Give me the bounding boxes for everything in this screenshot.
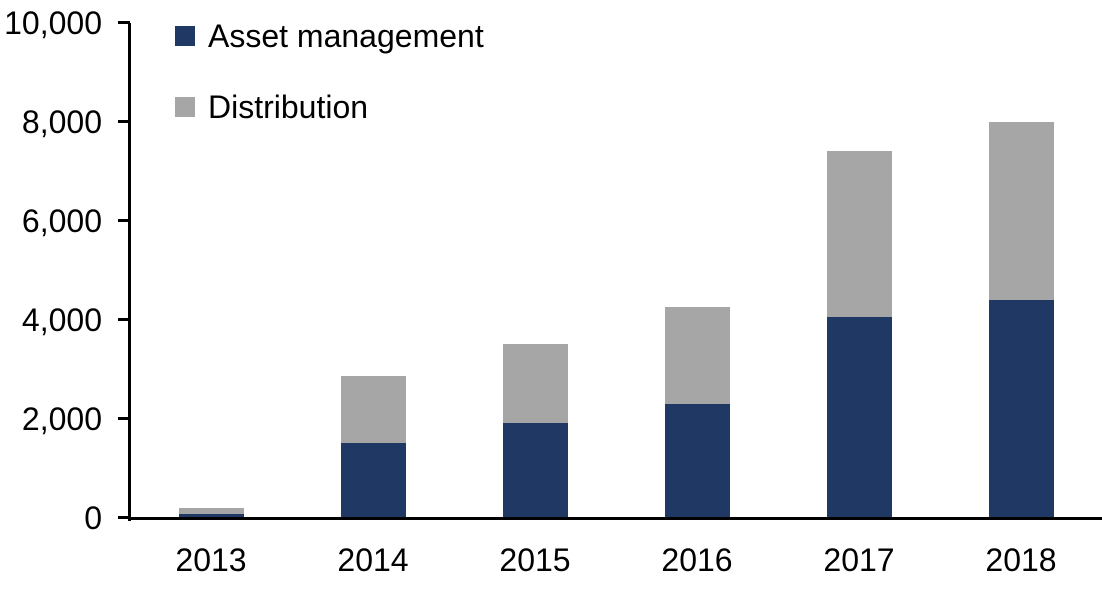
- bar-segment-distribution-2015: [502, 344, 568, 424]
- y-axis-tick-label: 8,000: [21, 103, 102, 140]
- x-axis-label: 2013: [175, 542, 247, 578]
- y-axis-tick: [118, 417, 130, 420]
- x-axis-label: 2014: [337, 542, 409, 578]
- bar-segment-asset-management-2018: [988, 299, 1054, 518]
- bar-segment-asset-management-2014: [340, 443, 406, 518]
- legend-item-asset-management: Asset management: [175, 18, 484, 54]
- y-axis-tick: [118, 21, 130, 24]
- legend-swatch-icon: [175, 26, 195, 46]
- y-axis-line: [128, 22, 131, 521]
- legend-label: Asset management: [208, 18, 484, 54]
- y-axis-tick-label: 0: [84, 499, 102, 536]
- y-axis-tick-label: 10,000: [4, 4, 102, 41]
- bar-segment-asset-management-2017: [826, 317, 892, 518]
- y-axis-tick: [118, 120, 130, 123]
- bar-segment-distribution-2017: [826, 151, 892, 317]
- legend-label: Distribution: [208, 89, 369, 125]
- bar-segment-asset-management-2016: [664, 403, 730, 518]
- x-axis-label: 2016: [661, 542, 733, 578]
- x-axis-label: 2015: [499, 542, 571, 578]
- x-axis-label: 2018: [985, 542, 1057, 578]
- bar-segment-distribution-2016: [664, 307, 730, 404]
- x-axis-line: [128, 517, 1102, 520]
- y-axis-tick-label: 6,000: [21, 202, 102, 239]
- bar-segment-asset-management-2013: [178, 513, 244, 518]
- bar-segment-distribution-2014: [340, 376, 406, 444]
- bar-segment-asset-management-2015: [502, 423, 568, 518]
- legend-item-distribution: Distribution: [175, 89, 484, 125]
- y-axis-tick-label: 4,000: [21, 301, 102, 338]
- y-axis-tick: [118, 318, 130, 321]
- y-axis-tick: [118, 516, 130, 519]
- y-axis-tick: [118, 219, 130, 222]
- bar-segment-distribution-2018: [988, 121, 1054, 300]
- bar-segment-distribution-2013: [178, 508, 244, 514]
- y-axis-tick-label: 2,000: [21, 400, 102, 437]
- x-axis-label: 2017: [823, 542, 895, 578]
- legend-swatch-icon: [175, 97, 195, 117]
- legend: Asset management Distribution: [175, 18, 484, 163]
